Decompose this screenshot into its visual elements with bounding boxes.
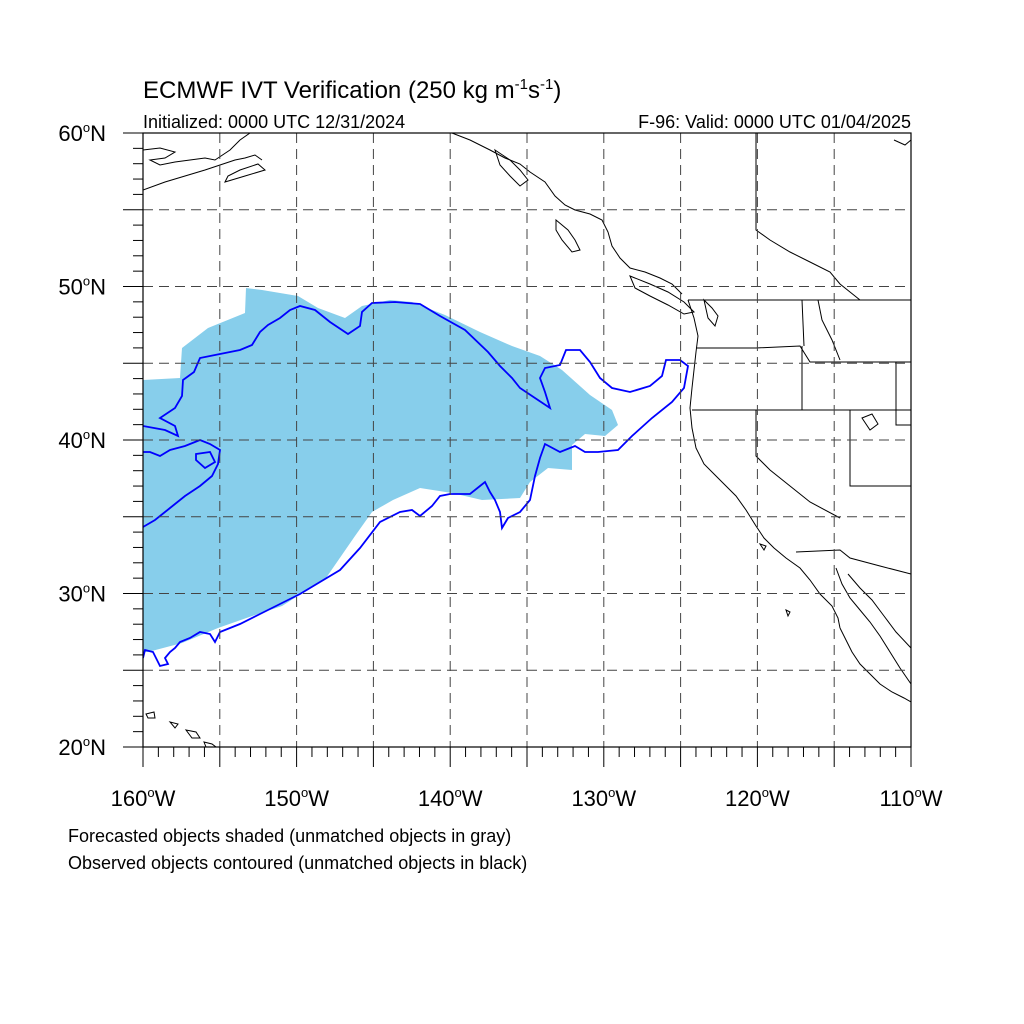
forecast-ivt-object bbox=[143, 288, 618, 652]
footer-observed-note: Observed objects contoured (unmatched ob… bbox=[68, 853, 527, 873]
axis-ticks bbox=[123, 132, 912, 767]
latitude-label: 50oN bbox=[58, 274, 106, 300]
longitude-label: 150oW bbox=[264, 785, 329, 811]
longitude-label: 160oW bbox=[111, 785, 176, 811]
coastlines bbox=[143, 133, 911, 747]
graticule bbox=[143, 133, 911, 747]
latitude-label: 60oN bbox=[58, 120, 106, 146]
valid-time: F-96: Valid: 0000 UTC 01/04/2025 bbox=[638, 112, 911, 132]
initialized-time: Initialized: 0000 UTC 12/31/2024 bbox=[143, 112, 405, 132]
latitude-label: 30oN bbox=[58, 581, 106, 607]
longitude-label: 110oW bbox=[879, 785, 942, 811]
observed-ivt-contour-branch bbox=[195, 451, 217, 470]
observed-ivt-contour bbox=[143, 301, 689, 668]
longitude-label: 130oW bbox=[571, 785, 636, 811]
footer-forecast-note: Forecasted objects shaded (unmatched obj… bbox=[68, 826, 511, 846]
latitude-label: 20oN bbox=[58, 734, 106, 760]
map-title: ECMWF IVT Verification (250 kg m-1s-1) bbox=[143, 76, 561, 104]
latitude-label: 40oN bbox=[58, 427, 106, 453]
longitude-label: 140oW bbox=[418, 785, 483, 811]
longitude-label: 120oW bbox=[725, 785, 790, 811]
